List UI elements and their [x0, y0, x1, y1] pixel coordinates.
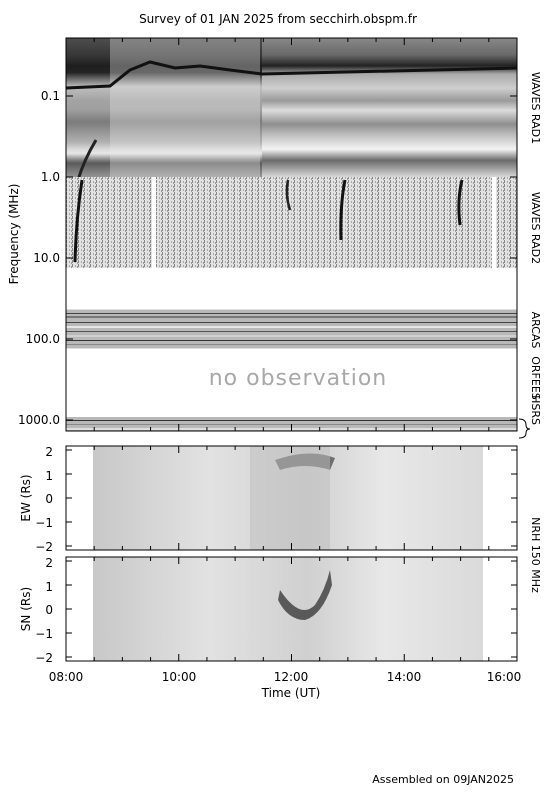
rad1-bright-region	[110, 38, 260, 177]
no-data-gap	[66, 268, 517, 309]
sn-ytick-label: 2	[45, 556, 53, 570]
ew-ytick-label: −2	[35, 540, 53, 554]
chart-title: Survey of 01 JAN 2025 from secchirh.obsp…	[139, 12, 417, 26]
instrument-label-arcas: ARCAS	[529, 312, 542, 349]
sn-bright-feature	[278, 570, 332, 620]
ew-ylabel: EW (Rs)	[19, 474, 33, 521]
hsrs-brace-icon	[518, 418, 531, 439]
rad1-active-region	[66, 38, 262, 177]
xtick-label: 12:00	[274, 670, 309, 684]
sn-ylabel: SN (Rs)	[19, 587, 33, 631]
no-observation-label: no observation	[209, 366, 388, 391]
instrument-label-nrh: NRH 150 MHz	[529, 517, 542, 593]
spectrum-ytick-label: 1000.0	[18, 413, 60, 427]
spectrum-panel: no observation Frequency (MHz) 0.1 1.0 1…	[7, 37, 542, 439]
ew-ytick-label: −1	[35, 516, 53, 530]
nrh-ew-panel: EW (Rs) 2 1 0 −1 −2	[19, 445, 518, 554]
rad2-band	[66, 177, 517, 268]
orfees-band	[66, 349, 517, 417]
x-axis-label: Time (UT)	[261, 686, 321, 700]
rad2-burst-2	[339, 179, 347, 241]
rad1-burst	[76, 139, 98, 181]
instrument-label-rad2: WAVES RAD2	[529, 192, 542, 264]
rad2-gap-2	[492, 177, 496, 268]
ew-ytick-label: 1	[45, 469, 53, 483]
rad2-gap-1	[152, 177, 156, 268]
instrument-label-orfees: ORFEES	[529, 356, 542, 400]
sn-ytick-label: −1	[35, 627, 53, 641]
xtick-label: 10:00	[162, 670, 197, 684]
assembled-footer: Assembled on 09JAN2025	[372, 773, 514, 786]
spectrum-ytick-label: 10.0	[33, 251, 60, 265]
instrument-label-rad1: WAVES RAD1	[529, 72, 542, 144]
nrh-sn-panel: SN (Rs) 2 1 0 −1 −2 08:00 10:00 12:00 14…	[19, 556, 521, 700]
spectrum-ytick-label: 0.1	[41, 89, 60, 103]
ew-ytick-label: 0	[45, 492, 53, 506]
spectrum-ylabel: Frequency (MHz)	[7, 184, 21, 285]
rad2-burst-3	[457, 179, 464, 226]
ew-ytick-label: 2	[45, 445, 53, 459]
xtick-label: 08:00	[49, 670, 84, 684]
arcas-band	[66, 309, 517, 349]
spectrum-ytick-label: 1.0	[41, 170, 60, 184]
xtick-label: 14:00	[387, 670, 422, 684]
xtick-label: 16:00	[487, 670, 522, 684]
rad2-burst-4	[285, 179, 292, 211]
sn-ytick-label: 0	[45, 603, 53, 617]
sn-ytick-label: 1	[45, 580, 53, 594]
instrument-label-hsrs: HSRS	[529, 395, 542, 425]
ew-active-band	[250, 446, 330, 550]
rad1-dark-ridge	[65, 60, 518, 90]
spectrum-ytick-label: 100.0	[26, 332, 60, 346]
rad2-burst-1	[73, 179, 84, 263]
sn-ytick-label: −2	[35, 651, 53, 665]
